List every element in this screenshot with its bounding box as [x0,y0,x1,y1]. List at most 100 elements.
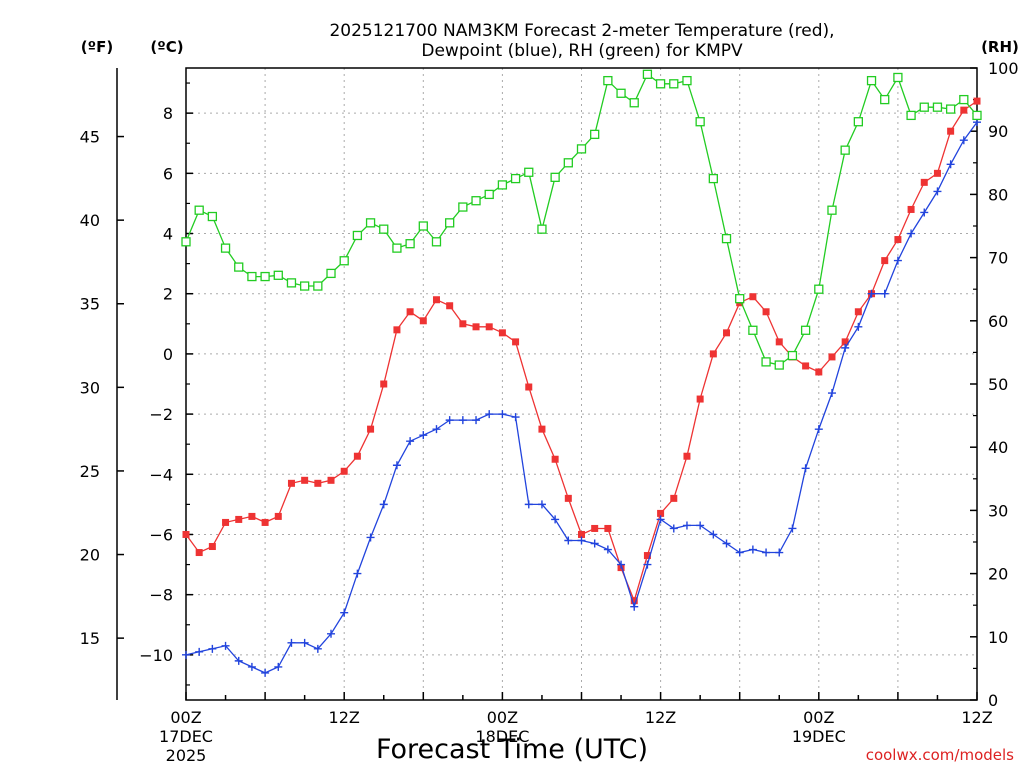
temperature-point [723,329,731,337]
rh-point [365,218,376,228]
dewpoint-point [379,500,388,509]
x-tick-label: 12Z [329,708,360,727]
temperature-point [578,530,585,538]
temperature-point [248,512,256,520]
rh-point [576,144,587,154]
chart-title-line-1: 2025121700 NAM3KM Forecast 2-meter Tempe… [329,21,834,41]
rh-point [721,233,732,244]
temperature-point [881,257,889,265]
temperature-point [670,494,678,502]
fahrenheit-tick-label: 45 [80,128,100,147]
temperature-point [380,380,388,388]
temperature-point [828,353,836,361]
rh-point [445,218,455,228]
rh-point [866,75,877,86]
dewpoint-point [643,560,652,569]
rh-tick-label: 0 [988,691,998,710]
temperature-point [973,97,981,105]
rh-point [352,230,363,241]
fahrenheit-tick-label: 25 [80,462,100,481]
temperature-point [235,515,243,523]
x-axis-title: Forecast Time (UTC) [376,734,648,765]
temperature-point [195,549,203,557]
rh-point [471,196,481,206]
temperature-point [657,509,665,517]
dewpoint-point [735,548,744,557]
dewpoint-point [854,322,863,331]
temperature-point [472,323,480,331]
temperature-point [551,455,559,463]
celsius-tick-label: 2 [163,285,173,304]
dewpoint-point [524,500,533,509]
temperature-point [683,452,691,460]
dewpoint-point [867,289,876,298]
dewpoint-point [366,533,375,542]
temperature-point [538,425,546,433]
temperature-point [406,308,414,316]
rh-point [814,284,824,294]
dewpoint-point [419,431,428,440]
dewpoint-point [458,416,467,425]
dewpoint-point [247,662,256,671]
rh-point [326,268,336,279]
dewpoint-point [353,569,362,578]
temperature-point [432,296,440,304]
temperature-point [802,362,810,370]
rh-tick-label: 50 [988,375,1008,394]
rh-point [392,243,402,253]
x-tick-label: 00Z [803,708,834,727]
temperature-point [815,368,823,376]
temperature-point [314,479,322,487]
dewpoint-point [511,413,520,422]
dewpoint-point [959,136,968,145]
rh-point [260,271,270,282]
rh-point [379,224,389,234]
temperature-point [459,320,467,328]
unit-label-rh: (RH) [981,38,1019,56]
rh-point [932,102,943,112]
temperature-series [182,97,981,605]
rh-point [234,262,244,272]
dewpoint-point [551,515,560,524]
fahrenheit-tick-label: 30 [80,378,100,397]
temperature-point [749,293,757,301]
temperature-point [854,308,862,316]
rh-tick-label: 60 [988,312,1008,331]
rh-point [286,278,297,288]
rh-point [220,243,231,253]
dewpoint-point [893,256,902,265]
rh-point [590,129,600,140]
dewpoint-point [775,548,784,557]
dewpoint-point [946,160,955,169]
rh-point [431,237,442,247]
rh-tick-label: 30 [988,501,1008,520]
rh-tick-label: 80 [988,185,1008,204]
dewpoint-point [933,187,942,196]
x-tick-label: 00Z [487,708,518,727]
temperature-point [208,543,216,551]
rh-point [695,117,705,127]
temperature-point [933,169,941,177]
temperature-point [274,512,282,520]
rh-point [945,104,956,114]
dewpoint-point [485,410,494,419]
rh-point [484,189,494,200]
rh-point [207,211,218,222]
dewpoint-point [696,521,705,530]
dewpoint-point [722,539,731,548]
rh-point [906,110,916,121]
x-tick-label: 00Z [170,708,201,727]
dewpoint-point [300,638,309,647]
temperature-point [604,524,612,532]
dewpoint-point [327,629,336,638]
dewpoint-point [498,410,507,419]
fahrenheit-tick-label: 35 [80,295,100,314]
rh-point [761,357,771,367]
rh-point [550,172,560,182]
dewpoint-point [669,524,678,533]
unit-label-celsius: (ºC) [150,38,183,56]
rh-point [181,237,191,247]
rh-tick-label: 10 [988,628,1008,647]
temperature-point [643,552,651,560]
dewpoint-point [392,461,401,470]
